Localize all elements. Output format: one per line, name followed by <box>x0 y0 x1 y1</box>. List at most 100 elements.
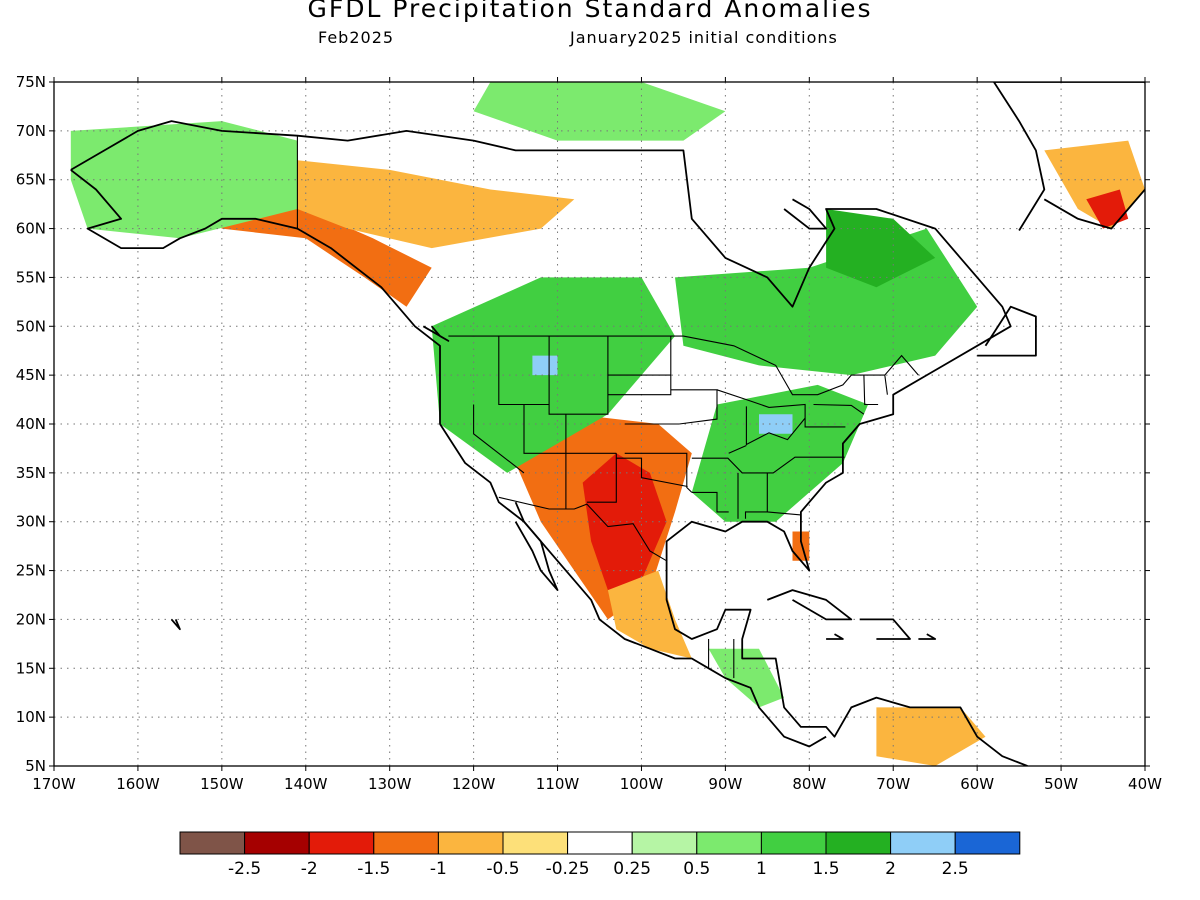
coastline <box>977 305 1037 357</box>
coastline <box>766 589 853 621</box>
anomaly-region <box>297 160 575 249</box>
anomaly-region <box>708 648 785 708</box>
anomaly-region <box>473 82 726 141</box>
initial-conditions-label: January2025 initial conditions <box>570 28 838 47</box>
anomaly-region <box>876 707 986 766</box>
lat-label: 50N <box>16 317 46 335</box>
lon-label: 70W <box>876 775 910 793</box>
lat-label: 30N <box>16 513 46 531</box>
lon-label: 80W <box>792 775 826 793</box>
lat-label: 60N <box>16 220 46 238</box>
lon-label: 60W <box>960 775 994 793</box>
colorbar-swatch <box>179 831 246 855</box>
border-line <box>670 389 718 425</box>
border-line <box>744 472 768 519</box>
lon-label: 170W <box>32 775 76 793</box>
coastline <box>859 618 911 640</box>
border-line <box>691 491 729 513</box>
border-line <box>691 456 845 474</box>
border-line <box>813 403 865 415</box>
border-line <box>616 457 688 488</box>
coastlines <box>70 82 1145 766</box>
lon-label: 40W <box>1128 775 1162 793</box>
anomaly-region <box>691 384 869 522</box>
coastline <box>422 325 450 342</box>
valid-month-label: Feb2025 <box>318 28 395 47</box>
coastline <box>70 120 1028 766</box>
lat-label: 35N <box>16 464 46 482</box>
coastline <box>826 633 844 640</box>
colorbar-swatch <box>631 831 698 855</box>
colorbar-label: -0.25 <box>546 859 590 879</box>
coastline <box>993 82 1145 231</box>
colorbar-label: -2 <box>301 859 318 879</box>
border-line <box>498 336 550 406</box>
colorbar-swatch <box>954 831 1021 855</box>
border-line <box>745 406 806 446</box>
lon-label: 90W <box>708 775 742 793</box>
lat-label: 40N <box>16 415 46 433</box>
colorbar: -2.5 -2 -1.5 -1 -0.5 -0.25 0.25 0.5 1 1.5 2 2.5 <box>179 831 1021 879</box>
lon-label: 100W <box>620 775 664 793</box>
colorbar-label: -1.5 <box>357 859 390 879</box>
colorbar-swatch <box>696 831 762 855</box>
colorbar-swatch <box>502 831 569 855</box>
colorbar-label: 1.5 <box>812 859 839 879</box>
coastline <box>514 501 559 591</box>
colorbar-label: -2.5 <box>228 859 261 879</box>
colorbar-swatch <box>567 831 633 855</box>
colorbar-swatch <box>244 831 310 855</box>
colorbar-label: 0.5 <box>683 859 710 879</box>
lat-label: 70N <box>16 122 46 140</box>
anomaly-region <box>582 453 667 591</box>
lon-label: 120W <box>452 775 496 793</box>
border-line <box>863 375 879 406</box>
colorbar-label: -1 <box>430 859 447 879</box>
lon-label: 150W <box>200 775 244 793</box>
colorbar-label: 2 <box>885 859 896 879</box>
political-borders <box>296 135 919 679</box>
border-line <box>884 375 888 395</box>
coastline <box>783 198 827 230</box>
colorbar-swatch <box>308 831 375 855</box>
lat-label: 55N <box>16 268 46 286</box>
lat-label: 25N <box>16 562 46 580</box>
anomaly-region <box>607 570 692 659</box>
lat-label: 5N <box>25 757 46 775</box>
anomaly-region <box>1044 140 1145 229</box>
colorbar-label: -0.5 <box>486 859 519 879</box>
anomaly-region <box>532 355 558 376</box>
lon-label: 160W <box>116 775 160 793</box>
colorbar-swatch <box>760 831 827 855</box>
coastline <box>170 618 181 631</box>
lon-label: 110W <box>536 775 580 793</box>
anomaly-shading <box>70 82 1145 766</box>
colorbar-swatch <box>373 831 439 855</box>
anomaly-region <box>1086 189 1129 229</box>
colorbar-swatch <box>890 831 956 855</box>
lat-label: 20N <box>16 610 46 628</box>
lat-label: 75N <box>16 73 46 91</box>
border-line <box>473 404 525 474</box>
anomaly-region <box>826 209 936 288</box>
colorbar-swatch <box>825 831 892 855</box>
lat-label: 65N <box>16 171 46 189</box>
border-line <box>586 453 617 503</box>
axis-ticks: 75N 70N 65N 60N 55N 50N 45N 40N 35N 30N 25N 20N 15N 1… <box>16 73 1162 793</box>
border-line <box>448 335 919 396</box>
lon-label: 50W <box>1044 775 1078 793</box>
border-line <box>624 452 693 493</box>
colorbar-label: 0.25 <box>613 859 651 879</box>
colorbar-swatch <box>437 831 504 855</box>
border-line <box>728 444 747 454</box>
colorbar-label: 2.5 <box>942 859 969 879</box>
lon-label: 130W <box>368 775 412 793</box>
border-line <box>767 511 801 516</box>
coastline <box>918 633 937 640</box>
lon-label: 140W <box>284 775 328 793</box>
lat-label: 45N <box>16 366 46 384</box>
border-line <box>607 336 672 396</box>
lat-label: 10N <box>16 708 46 726</box>
border-line <box>523 404 617 454</box>
